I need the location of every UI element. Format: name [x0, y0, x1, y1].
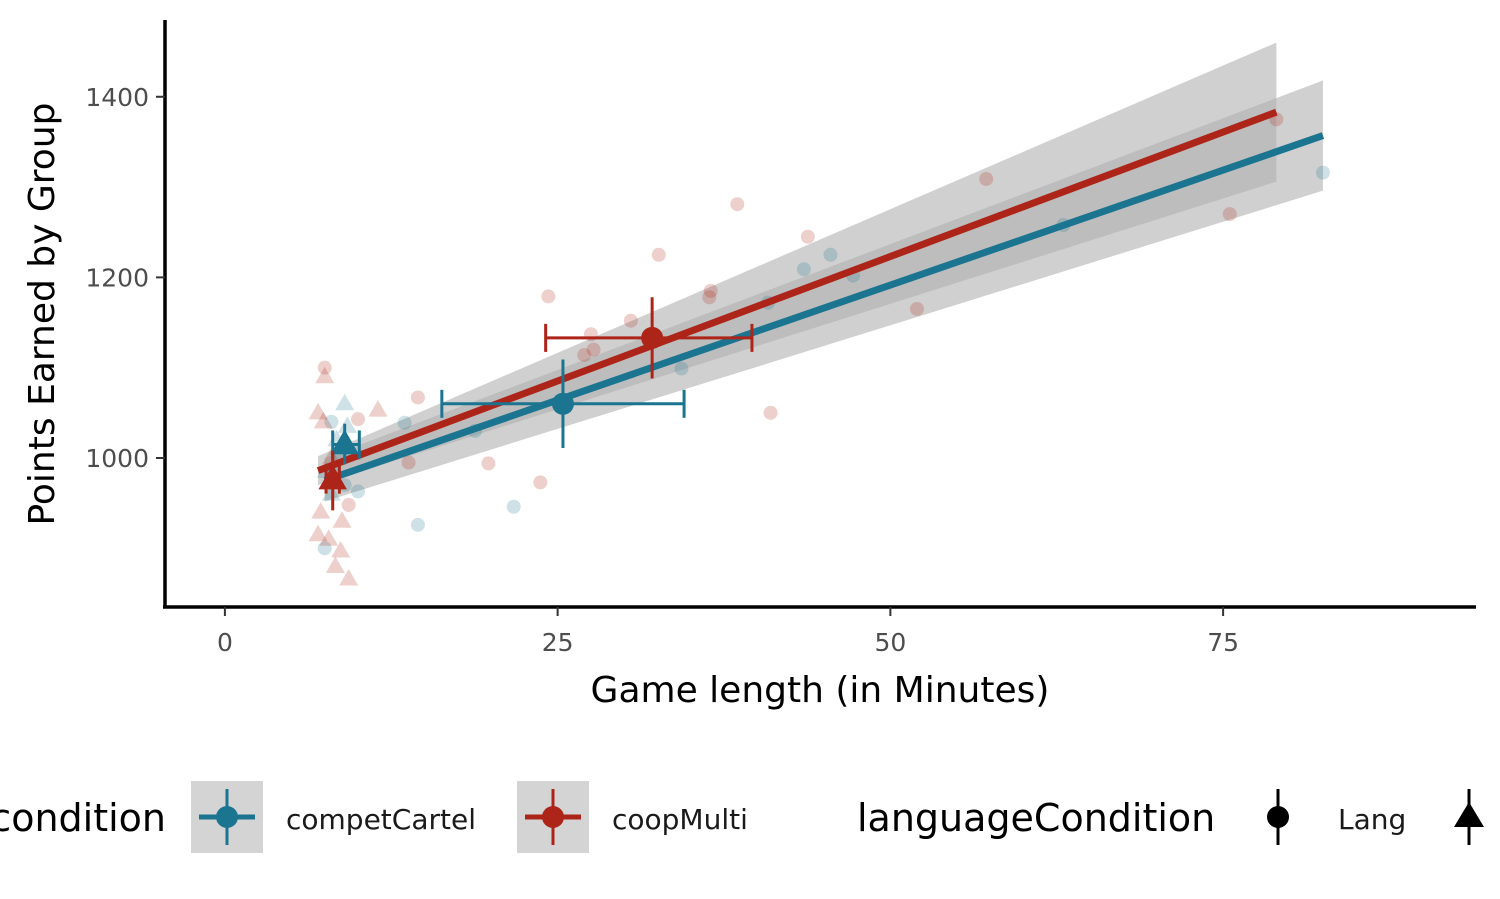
data-point-competCartel	[1315, 165, 1330, 180]
data-point-coopMulti	[577, 348, 592, 363]
confidence-band-coopMulti	[318, 42, 1277, 486]
data-point-coopMulti	[401, 455, 416, 470]
data-point-coopMulti	[368, 400, 388, 417]
data-point-competCartel	[823, 247, 838, 262]
data-point-coopMulti	[541, 289, 556, 304]
legend-color-title: condition	[0, 796, 166, 840]
data-point-coopMulti	[533, 475, 548, 490]
data-point-coopMulti	[800, 229, 815, 244]
data-point-coopMulti	[308, 402, 328, 420]
data-point-coopMulti	[1222, 207, 1237, 222]
data-point-coopMulti	[763, 405, 778, 420]
data-point-coopMulti	[651, 247, 666, 262]
data-point-coopMulti	[702, 290, 717, 305]
data-point-coopMulti	[979, 171, 994, 186]
data-point-coopMulti	[331, 541, 351, 558]
data-point-coopMulti	[586, 342, 601, 357]
data-point-coopMulti	[410, 390, 425, 405]
axis-ticks: 0 25 50 75 1000 1200 1400	[85, 83, 1239, 657]
legend-label-coopMulti: coopMulti	[612, 803, 748, 836]
summary-point-coopMulti	[641, 326, 664, 349]
summary-point-competCartel	[330, 429, 359, 455]
x-tick-label: 50	[874, 628, 906, 657]
x-tick-label: 0	[217, 628, 233, 657]
legend-key-lang-circle-icon	[1267, 789, 1289, 845]
data-point-competCartel	[335, 393, 355, 411]
data-point-competCartel	[350, 484, 365, 499]
data-point-coopMulti	[339, 569, 359, 586]
data-point-coopMulti	[703, 283, 718, 298]
data-point-coopMulti	[481, 456, 496, 471]
legend-label-competCartel: competCartel	[286, 803, 476, 836]
plot-area	[308, 42, 1330, 586]
x-axis-title: Game length (in Minutes)	[591, 670, 1050, 711]
data-point-competCartel	[337, 416, 357, 433]
data-point-coopMulti	[350, 412, 365, 427]
summary-point-competCartel	[551, 392, 574, 415]
data-point-coopMulti	[325, 556, 345, 573]
data-point-coopMulti	[317, 360, 332, 375]
data-point-coopMulti	[909, 301, 924, 316]
data-point-competCartel	[674, 361, 689, 376]
data-point-coopMulti	[311, 502, 331, 519]
data-point-competCartel	[796, 262, 811, 277]
data-point-coopMulti	[308, 524, 328, 542]
data-point-coopMulti	[313, 411, 333, 429]
legend-key-coopMulti	[517, 781, 589, 853]
y-axis-title: Points Earned by Group	[22, 102, 63, 525]
fit-line-coopMulti	[316, 108, 1278, 474]
x-tick-label: 75	[1207, 628, 1239, 657]
data-point-coopMulti	[332, 511, 352, 528]
data-point-coopMulti	[730, 197, 745, 212]
data-point-competCartel	[410, 517, 425, 532]
summary-point-coopMulti	[318, 464, 347, 490]
data-point-coopMulti	[623, 313, 638, 328]
data-point-coopMulti	[319, 529, 339, 546]
fit-line-competCartel	[323, 132, 1325, 484]
y-tick-label: 1200	[85, 263, 149, 292]
legend-label-lang: Lang	[1338, 803, 1406, 836]
data-point-competCartel	[397, 415, 412, 430]
data-point-competCartel	[324, 414, 339, 429]
data-point-coopMulti	[315, 366, 335, 384]
data-point-coopMulti	[341, 497, 356, 512]
data-point-competCartel	[317, 541, 332, 556]
y-tick-label: 1400	[85, 83, 149, 112]
x-tick-label: 25	[542, 628, 574, 657]
y-tick-label: 1000	[85, 444, 149, 473]
legend: condition competCartel coopMulti languag…	[0, 781, 1484, 853]
legend-key-competCartel	[191, 781, 263, 853]
legend-shape-title: languageCondition	[857, 796, 1215, 840]
legend-key-triangle-icon	[1454, 789, 1484, 845]
data-point-competCartel	[506, 499, 521, 514]
